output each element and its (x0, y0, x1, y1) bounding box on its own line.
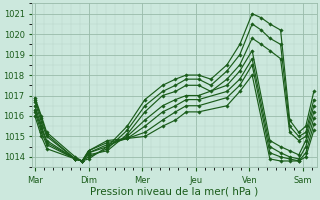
X-axis label: Pression niveau de la mer( hPa ): Pression niveau de la mer( hPa ) (90, 187, 259, 197)
